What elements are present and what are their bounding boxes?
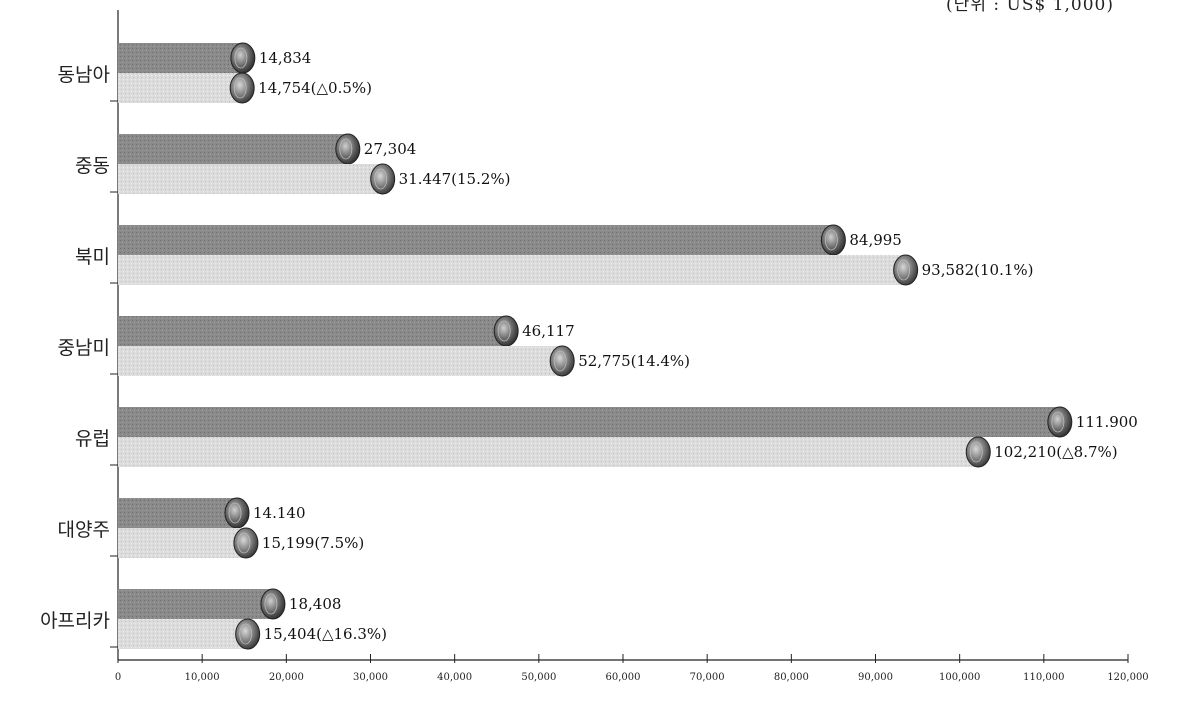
x-axis-ticks: 0 10,000 20,000 30,000 40,000 50,000 60,000 70,… bbox=[115, 654, 1149, 683]
bar bbox=[118, 73, 243, 103]
bar bbox=[118, 528, 246, 558]
category-label: 중남미 bbox=[58, 337, 110, 359]
data-label: 15,199(7.5%) bbox=[262, 534, 364, 552]
x-tick-label: 110,000 bbox=[1023, 672, 1064, 683]
bar bbox=[118, 255, 906, 285]
bar bbox=[118, 437, 979, 467]
bar-cap-highlight bbox=[237, 532, 251, 554]
x-tick-label: 100,000 bbox=[939, 672, 980, 683]
bar bbox=[118, 164, 383, 194]
category-label: 유럽 bbox=[75, 428, 110, 450]
x-tick-label: 0 bbox=[115, 672, 121, 683]
bar bbox=[118, 589, 273, 619]
data-label: 15,404(△16.3%) bbox=[264, 625, 387, 643]
bar-cap-highlight bbox=[1051, 411, 1065, 433]
chart-bars: 14,834 14,754(△0.5%) 27,304 31.447(15.2%) 84… bbox=[118, 42, 1138, 650]
bar bbox=[118, 619, 248, 649]
x-tick-label: 80,000 bbox=[774, 672, 809, 683]
bar-cap-highlight bbox=[264, 593, 278, 615]
x-tick-label: 30,000 bbox=[353, 672, 388, 683]
bar-cap-highlight bbox=[497, 320, 511, 342]
data-label: 102,210(△8.7%) bbox=[994, 443, 1117, 461]
x-tick-label: 60,000 bbox=[606, 672, 641, 683]
bar bbox=[118, 43, 243, 73]
data-label: 111.900 bbox=[1076, 413, 1138, 431]
bar bbox=[118, 225, 834, 255]
x-tick-label: 40,000 bbox=[437, 672, 472, 683]
category-label: 중동 bbox=[75, 155, 110, 177]
category-label: 아프리카 bbox=[40, 610, 110, 632]
category-label: 북미 bbox=[75, 246, 110, 268]
x-tick-label: 120,000 bbox=[1107, 672, 1148, 683]
data-label: 14,754(△0.5%) bbox=[258, 79, 372, 97]
bar-cap-highlight bbox=[969, 441, 983, 463]
data-label: 14.140 bbox=[253, 504, 305, 522]
unit-note: (단위 : US$ 1,000) bbox=[946, 0, 1114, 15]
bar-cap-highlight bbox=[553, 350, 567, 372]
bar-cap-highlight bbox=[374, 168, 388, 190]
data-label: 14,834 bbox=[259, 49, 312, 67]
x-tick-label: 50,000 bbox=[521, 672, 556, 683]
bar bbox=[118, 346, 563, 376]
bar-cap-highlight bbox=[233, 77, 247, 99]
category-label: 동남아 bbox=[58, 64, 110, 86]
bar-cap-highlight bbox=[339, 138, 353, 160]
bar-cap-highlight bbox=[228, 502, 242, 524]
bar bbox=[118, 407, 1060, 437]
bar-cap-highlight bbox=[897, 259, 911, 281]
x-tick-label: 10,000 bbox=[185, 672, 220, 683]
x-tick-label: 90,000 bbox=[858, 672, 893, 683]
data-label: 18,408 bbox=[289, 595, 342, 613]
data-label: 52,775(14.4%) bbox=[578, 352, 690, 370]
data-label: 46,117 bbox=[522, 322, 575, 340]
bar-cap-highlight bbox=[239, 623, 253, 645]
x-tick-label: 20,000 bbox=[269, 672, 304, 683]
data-label: 84,995 bbox=[849, 231, 902, 249]
bar bbox=[118, 134, 348, 164]
data-label: 93,582(10.1%) bbox=[922, 261, 1034, 279]
data-label: 31.447(15.2%) bbox=[399, 170, 511, 188]
data-label: 27,304 bbox=[364, 140, 417, 158]
bar bbox=[118, 498, 238, 528]
bar bbox=[118, 316, 507, 346]
bar-cap-highlight bbox=[234, 47, 248, 69]
bar-cap-highlight bbox=[824, 229, 838, 251]
x-tick-label: 70,000 bbox=[690, 672, 725, 683]
category-label: 대양주 bbox=[58, 519, 110, 541]
